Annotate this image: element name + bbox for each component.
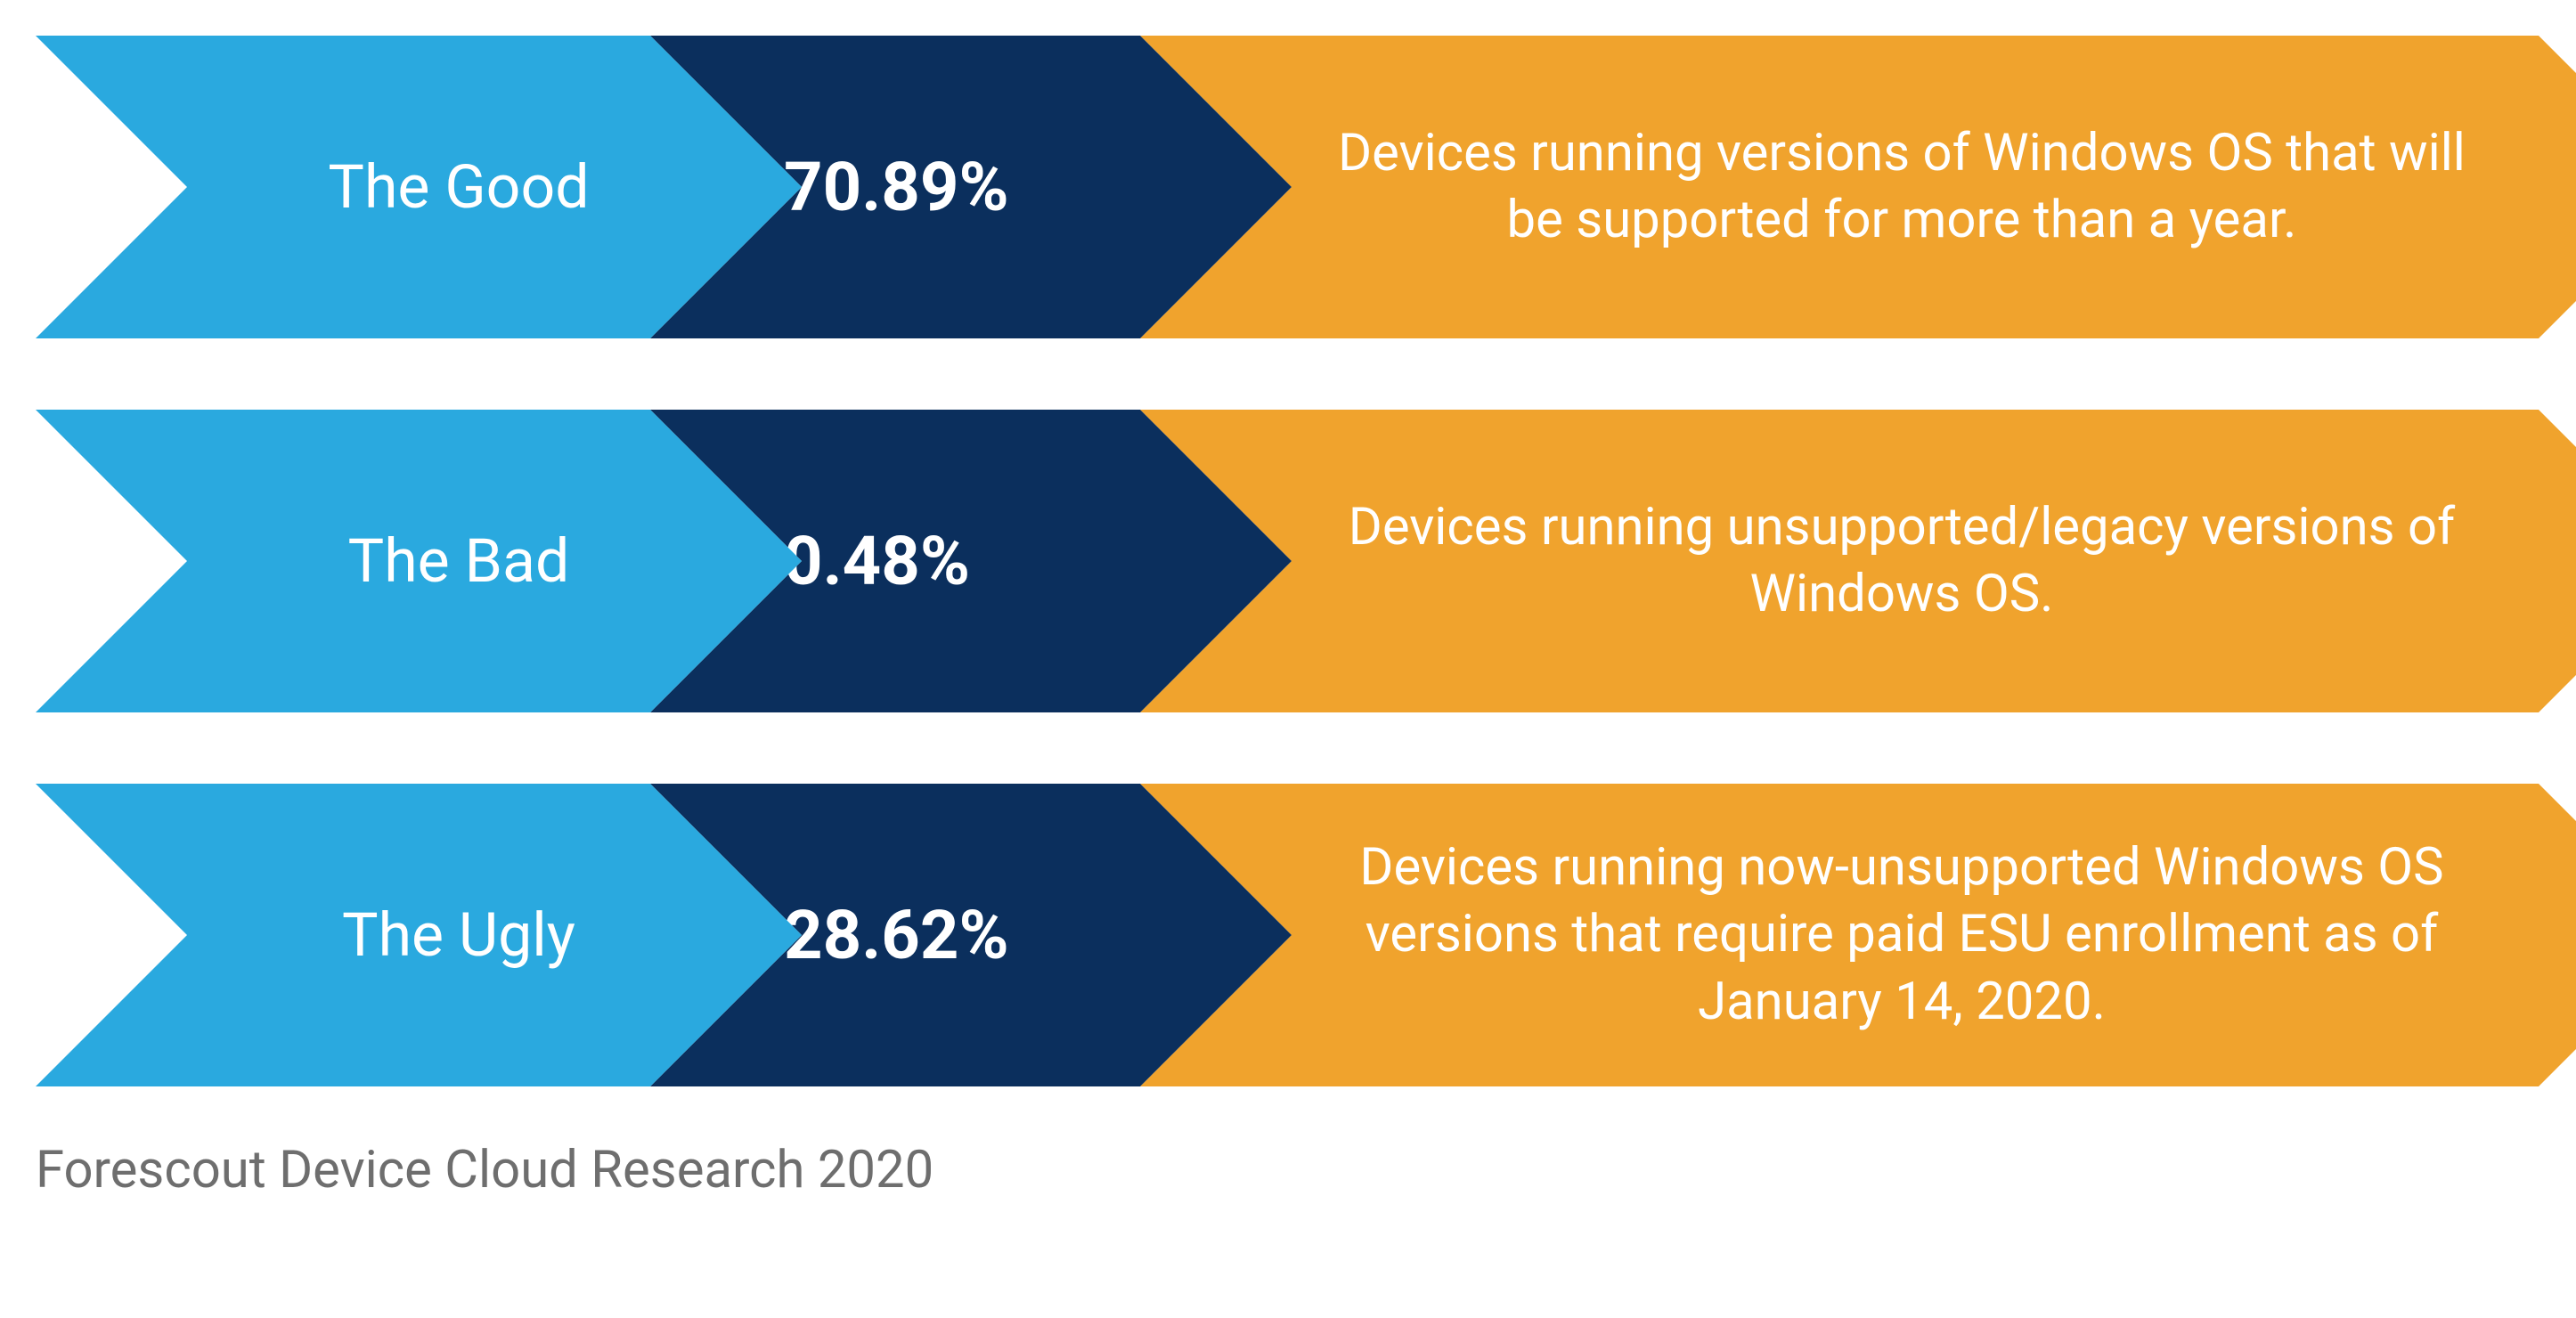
description-segment: Devices running versions of Windows OS t…	[1140, 36, 2576, 338]
description-text: Devices running unsupported/legacy versi…	[1337, 494, 2467, 629]
category-label: The Ugly	[342, 899, 575, 971]
percent-text: 28.62%	[784, 895, 1009, 975]
infographic-container: Devices running versions of Windows OS t…	[36, 36, 2540, 1086]
category-label: The Bad	[348, 525, 570, 597]
label-segment: The Ugly	[36, 784, 802, 1086]
description-segment: Devices running unsupported/legacy versi…	[1140, 410, 2576, 712]
description-text: Devices running now-unsupported Windows …	[1337, 834, 2467, 1036]
description-segment: Devices running now-unsupported Windows …	[1140, 784, 2576, 1086]
percent-text: 0.48%	[784, 521, 970, 601]
label-segment: The Bad	[36, 410, 802, 712]
percent-text: 70.89%	[784, 147, 1009, 227]
arrow-row: Devices running unsupported/legacy versi…	[36, 410, 2530, 712]
footer-citation: Forescout Device Cloud Research 2020	[36, 1140, 2540, 1200]
label-segment: The Good	[36, 36, 802, 338]
arrow-row: Devices running versions of Windows OS t…	[36, 36, 2530, 338]
arrow-row: Devices running now-unsupported Windows …	[36, 784, 2530, 1086]
description-text: Devices running versions of Windows OS t…	[1337, 120, 2467, 255]
category-label: The Good	[328, 151, 589, 223]
